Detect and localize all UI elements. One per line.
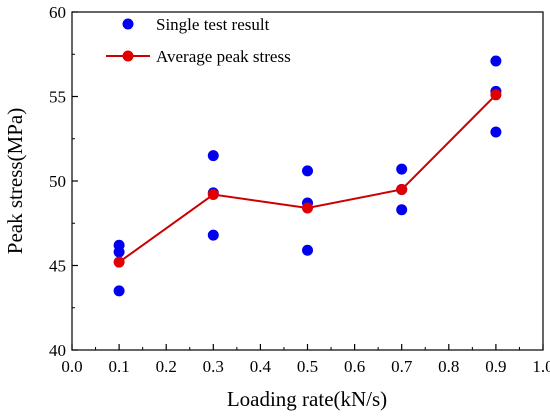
x-tick-label: 0.3 — [203, 357, 224, 376]
y-tick-label: 60 — [49, 3, 66, 22]
y-tick-label: 55 — [49, 88, 66, 107]
single-test-point — [490, 126, 502, 138]
x-tick-label: 0.0 — [61, 357, 82, 376]
legend-average-label: Average peak stress — [156, 47, 291, 66]
y-tick-label: 45 — [49, 257, 66, 276]
x-tick-label: 0.6 — [344, 357, 365, 376]
average-peak-stress-point — [490, 89, 502, 101]
legend-single-test-marker — [122, 18, 134, 30]
average-peak-stress-point — [207, 189, 219, 201]
single-test-point — [396, 204, 408, 216]
legend-single-test-label: Single test result — [156, 15, 270, 34]
x-tick-label: 1.0 — [532, 357, 550, 376]
average-peak-stress-point — [302, 202, 313, 214]
x-tick-label: 0.1 — [108, 357, 129, 376]
single-test-point — [302, 244, 313, 256]
x-tick-label: 0.4 — [250, 357, 272, 376]
single-test-point — [113, 285, 125, 297]
single-test-point — [396, 163, 408, 175]
single-test-point — [113, 246, 125, 258]
y-tick-label: 40 — [49, 341, 66, 360]
x-tick-label: 0.2 — [156, 357, 177, 376]
single-test-point — [207, 150, 219, 162]
single-test-point — [207, 229, 219, 241]
legend-average-marker — [122, 50, 134, 62]
y-tick-label: 50 — [49, 172, 66, 191]
x-tick-label: 0.9 — [485, 357, 506, 376]
y-axis-title: Peak stress(MPa) — [3, 108, 27, 254]
average-peak-stress-point — [396, 183, 408, 195]
average-peak-stress-point — [113, 256, 125, 268]
x-tick-label: 0.5 — [297, 357, 318, 376]
average-peak-stress-line — [118, 94, 497, 263]
single-test-point — [490, 55, 502, 67]
x-tick-label: 0.7 — [391, 357, 413, 376]
x-tick-label: 0.8 — [438, 357, 459, 376]
single-test-point — [302, 165, 313, 177]
plot-frame — [71, 11, 544, 351]
x-axis-title: Loading rate(kN/s) — [227, 387, 387, 411]
